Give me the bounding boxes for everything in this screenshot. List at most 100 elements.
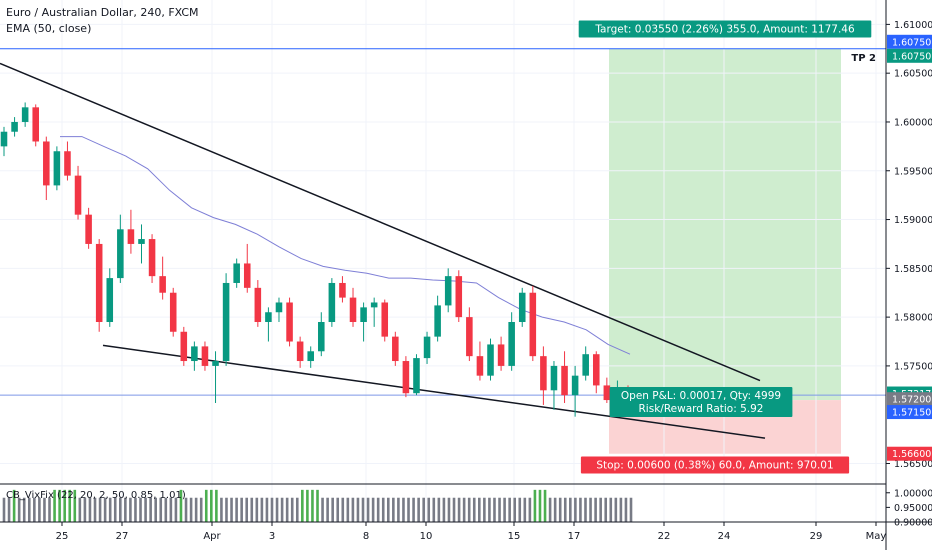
candle-body (117, 229, 124, 279)
vixfix-bar (523, 497, 527, 522)
vixfix-bar (508, 497, 511, 522)
x-tick-label: 15 (508, 531, 521, 542)
candle-body (275, 302, 283, 313)
candle-body (318, 322, 325, 352)
y-tick-label: 1.60000 (894, 117, 932, 128)
vixfix-bar (179, 489, 183, 522)
vixfix-bar (609, 497, 613, 522)
stop-label[interactable]: Stop: 0.00600 (0.38%) 60.0, Amount: 970.… (580, 456, 850, 474)
vixfix-bar (63, 489, 66, 522)
vixfix-bar (452, 497, 456, 522)
y-tick-label: 1.58500 (894, 264, 932, 275)
vixfix-bar (543, 489, 547, 522)
vixfix-bar (381, 497, 385, 522)
target-label[interactable]: Target: 0.03550 (2.26%) 355.0, Amount: 1… (578, 20, 872, 38)
vixfix-bar (341, 497, 345, 522)
x-tick-label: May (866, 531, 887, 542)
candle-body (32, 107, 40, 142)
upper-trendline[interactable] (0, 62, 761, 382)
vixfix-bar (285, 497, 289, 522)
candle-body (127, 229, 135, 244)
ema-legend[interactable]: EMA (50, close) (6, 22, 92, 35)
vixfix-bar (280, 497, 284, 522)
vixfix-bar (447, 497, 451, 522)
candle-body (180, 331, 188, 362)
pnl-label[interactable]: Open P&L: 0.00017, Qty: 4999Risk/Reward … (609, 387, 793, 417)
candle-body (413, 358, 420, 394)
candle-body (540, 356, 547, 391)
vixfix-bar (204, 489, 208, 522)
vixfix-bar (584, 497, 587, 522)
vixfix-bar (498, 497, 501, 522)
vixfix-bar (113, 497, 117, 522)
candle-body (402, 361, 410, 394)
vixfix-bar (250, 497, 254, 522)
price-label-bg (887, 446, 932, 461)
vixfix-bar (164, 497, 168, 522)
candle-body (434, 305, 441, 337)
vixfix-bar (366, 497, 370, 522)
price-label-bg (887, 405, 932, 420)
vix-y-tick-label: 0.90000 (894, 518, 932, 529)
vixfix-bar (7, 497, 11, 522)
vixfix-bar (397, 497, 400, 522)
vixfix-bar (98, 497, 102, 522)
vixfix-bar (174, 497, 178, 522)
vixfix-bar (73, 489, 77, 522)
vixfix-bar (154, 497, 157, 522)
vixfix-bar (43, 497, 46, 522)
vixfix-bar (513, 497, 517, 522)
candle-body (0, 131, 8, 147)
tp2-label: TP 2 (851, 53, 876, 64)
vixfix-bar (594, 497, 597, 522)
candle-body (148, 239, 156, 277)
vixfix-bar (230, 497, 233, 522)
vixfix-bar (321, 497, 324, 522)
candle-body (466, 317, 473, 357)
trendlines[interactable] (0, 62, 766, 439)
candle-body (455, 276, 463, 318)
candle-body (106, 278, 114, 322)
vixfix-bar (386, 497, 390, 522)
vixfix-bar (38, 497, 41, 522)
candle-body (21, 107, 29, 122)
y-tick-label: 1.61000 (894, 20, 932, 31)
vixfix-bar (220, 497, 223, 522)
candle-body (138, 239, 145, 244)
vixfix-bar (189, 497, 193, 522)
candle-body (254, 287, 262, 322)
vixfix-bar (199, 497, 203, 522)
candle-body (212, 361, 219, 366)
vixfix-bar (53, 489, 56, 522)
position-labels[interactable]: Target: 0.03550 (2.26%) 355.0, Amount: 1… (578, 20, 872, 474)
vixfix-bar (245, 497, 249, 522)
price-label: 1.57150 (892, 408, 931, 419)
candle-body (64, 151, 71, 176)
vixfix-bar (93, 497, 97, 522)
vixfix-legend[interactable]: CB_VixFix (22, 20, 2, 50, 0.85, 1.01) (6, 490, 186, 501)
vixfix-bar (2, 497, 6, 522)
candle-body (487, 344, 494, 376)
candle-body (296, 341, 304, 362)
price-label: 1.57200 (892, 395, 931, 406)
candle-body (550, 365, 558, 391)
vixfix-bar (225, 497, 228, 522)
candle-body (243, 263, 251, 288)
vixfix-bar (22, 497, 26, 522)
vixfix-bar (376, 497, 380, 522)
candle-body (307, 351, 314, 362)
candle-body (349, 297, 357, 322)
lower-trendline[interactable] (102, 344, 766, 439)
vixfix-bar (589, 497, 592, 522)
vixfix-bar (488, 497, 491, 522)
vixfix-bar (58, 489, 61, 522)
vixfix-bar (159, 497, 163, 522)
vixfix-bar (215, 489, 218, 522)
vixfix-bar (68, 489, 72, 522)
vixfix-bar (356, 497, 360, 522)
vixfix-bar (392, 497, 395, 522)
vixfix-bar (442, 497, 446, 522)
symbol-title[interactable]: Euro / Australian Dollar, 240, FXCM (6, 6, 199, 19)
candle-body (222, 282, 230, 362)
